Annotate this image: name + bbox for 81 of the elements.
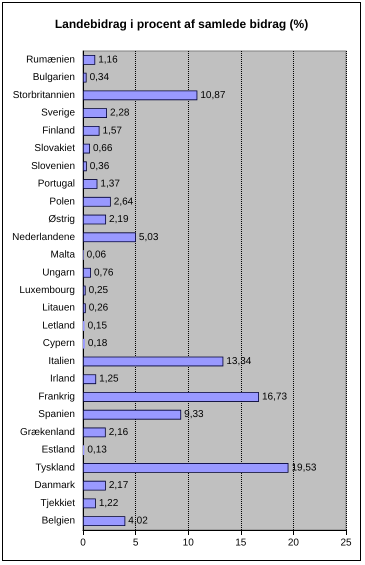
bar: [83, 196, 111, 207]
y-tick-label: Grækenland: [20, 426, 75, 438]
y-tick-label: Østrig: [48, 214, 75, 226]
data-label: 16,73: [262, 391, 288, 402]
y-tick-label: Belgien: [42, 516, 75, 527]
bar: [83, 126, 100, 136]
x-tick-label: 15: [235, 538, 247, 548]
data-label: 0,25: [88, 285, 109, 296]
y-tick-label: Irland: [50, 374, 75, 385]
y-tick-label: Italien: [48, 356, 75, 367]
y-tick-label: Rumænien: [26, 54, 75, 66]
bar: [83, 54, 96, 65]
data-label: 4,02: [128, 516, 148, 527]
y-tick-label: Nederlandene: [12, 232, 76, 243]
y-tick-label: Estland: [42, 444, 75, 456]
bar: [83, 144, 90, 154]
data-label: 2,28: [110, 108, 130, 119]
bar: [83, 179, 98, 189]
bar: [83, 72, 87, 82]
x-tick-label: 25: [340, 538, 352, 548]
bar: [83, 463, 288, 473]
data-label: 1,37: [100, 178, 120, 190]
data-label: 2,64: [114, 196, 134, 208]
bar: [83, 268, 91, 278]
bar: [83, 356, 224, 366]
data-label: 2,19: [109, 214, 129, 226]
bar: [83, 498, 96, 508]
data-label: 0,36: [90, 160, 110, 172]
y-tick-label: Malta: [50, 250, 76, 261]
data-label: 13,34: [226, 356, 252, 367]
data-label: 1,16: [98, 54, 118, 66]
data-label: 1,22: [98, 498, 119, 509]
bar: [83, 374, 96, 384]
bar: [83, 410, 182, 420]
bar: [83, 392, 259, 402]
bar: [83, 428, 106, 438]
bar: [83, 108, 107, 118]
data-label: 5,03: [138, 232, 159, 243]
data-label: 1,57: [102, 125, 122, 136]
y-tick-label: Frankrig: [38, 391, 75, 402]
x-tick-label: 10: [182, 538, 194, 548]
data-label: 2,17: [108, 480, 129, 492]
data-label: 0,13: [87, 444, 108, 456]
y-tick-label: Finland: [42, 125, 75, 136]
data-label: 0,66: [92, 143, 113, 154]
chart-title: Landebidrag i procent af samlede bidrag (%): [54, 17, 308, 31]
y-tick-label: Spanien: [38, 409, 75, 420]
y-tick-label: Sverige: [41, 108, 76, 119]
x-tick-label: 0: [80, 538, 86, 548]
data-label: 0,15: [88, 320, 108, 332]
y-tick-label: Slovenien: [31, 160, 75, 172]
y-tick-label: Polen: [49, 196, 75, 208]
y-tick-label: Letland: [42, 320, 75, 332]
bar: [83, 480, 106, 491]
data-label: 0,18: [88, 338, 108, 350]
data-label: 0,06: [86, 250, 107, 261]
bar: [83, 516, 126, 526]
y-tick-label: Bulgarien: [32, 72, 75, 84]
bar: [83, 214, 106, 224]
x-tick-label: 20: [288, 538, 300, 548]
y-tick-label: Danmark: [34, 480, 76, 492]
y-tick-label: Cypern: [42, 338, 75, 350]
bar: [83, 90, 198, 100]
y-tick-label: Portugal: [38, 178, 75, 190]
data-label: 1,25: [99, 374, 120, 385]
y-tick-label: Storbritannien: [12, 90, 75, 101]
bar: [83, 161, 87, 172]
y-tick-label: Tyskland: [36, 462, 75, 474]
data-label: 19,53: [291, 462, 317, 474]
data-label: 2,16: [108, 426, 129, 438]
y-tick-label: Luxembourg: [19, 285, 75, 296]
x-tick-label: 5: [132, 538, 139, 548]
y-tick-label: Slovakiet: [34, 143, 76, 154]
data-label: 10,87: [200, 90, 226, 101]
data-label: 0,26: [88, 302, 109, 314]
y-tick-label: Ungarn: [42, 267, 75, 278]
y-tick-label: Litauen: [42, 302, 75, 314]
data-label: 0,34: [90, 72, 110, 84]
y-tick-label: Tjekkiet: [40, 498, 76, 509]
data-label: 0,76: [94, 267, 114, 278]
bar: [83, 232, 136, 242]
